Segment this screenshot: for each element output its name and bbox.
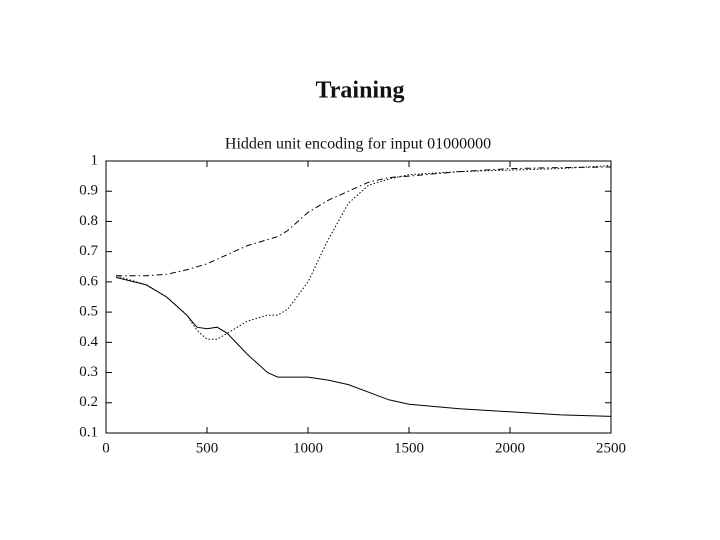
series-line — [115, 165, 612, 340]
y-tick-label: 0.1 — [79, 424, 98, 440]
x-tick-label: 1000 — [293, 440, 323, 456]
y-tick-label: 0.5 — [79, 304, 98, 320]
y-tick-label: 0.4 — [79, 334, 98, 350]
series-line — [115, 276, 612, 417]
y-tick-label: 0.6 — [79, 273, 98, 289]
y-tick-label: 0.2 — [79, 394, 98, 410]
y-tick-label: 1 — [91, 152, 99, 168]
plot-frame — [105, 160, 612, 434]
x-tick-label: 2500 — [596, 440, 626, 456]
x-tick-label: 0 — [102, 440, 110, 456]
x-tick-label: 1500 — [394, 440, 424, 456]
y-tick-label: 0.8 — [79, 213, 98, 229]
slide-title: Training — [316, 78, 405, 104]
series-line — [116, 166, 612, 277]
y-tick-label: 0.3 — [79, 364, 98, 380]
y-tick-label: 0.9 — [79, 183, 98, 199]
x-tick-label: 2000 — [495, 440, 525, 456]
x-tick-label: 500 — [196, 440, 219, 456]
y-tick-label: 0.7 — [79, 243, 98, 259]
chart-title: Hidden unit encoding for input 01000000 — [225, 136, 491, 153]
